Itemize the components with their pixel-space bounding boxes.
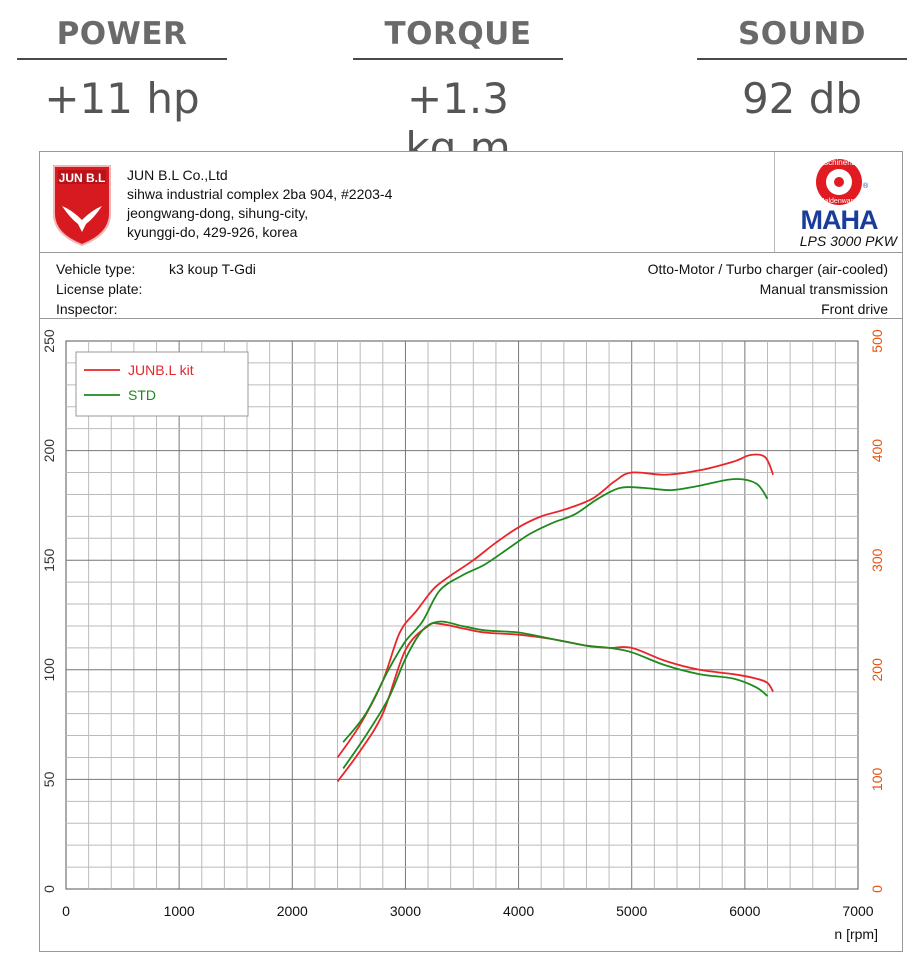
legend-label: JUNB.L kit [128,362,194,378]
x-tick-label: 0 [62,903,70,919]
stat-divider [17,58,227,60]
y-tick-label-left: 250 [41,329,57,353]
series-line-std-upper [342,478,769,743]
stat-divider [697,58,907,60]
stat-torque: TORQUE +1.3 kg.m [353,0,563,172]
x-tick-label: 2000 [277,903,308,919]
vehicle-type-value: k3 koup T-Gdi [169,261,256,277]
svg-text:®: ® [863,182,869,190]
stat-divider [353,58,563,60]
x-tick-label: 1000 [164,903,195,919]
series-line-junb-l-kit-upper [336,453,774,758]
x-tick-label: 5000 [616,903,647,919]
x-tick-label: 6000 [729,903,760,919]
maha-logo: Maschinenbau Haldenwang ® MAHA LPS 3000 … [774,152,903,252]
dyno-report: JUN B.L JUN B.L Co.,Ltd sihwa industrial… [39,151,903,952]
address-line: sihwa industrial complex 2ba 904, #2203-… [127,186,393,202]
maha-ring-bottom: Haldenwang [820,198,859,205]
maha-ring-top: Maschinenbau [813,158,865,167]
stat-label: POWER [56,16,188,52]
series-line-std-lower [342,620,769,769]
y-tick-label-right: 100 [869,768,885,792]
x-axis-label: n [rpm] [834,926,878,942]
legend-box [75,351,249,417]
maha-model: LPS 3000 PKW [799,233,897,249]
vehicle-info: Vehicle type: k3 koup T-Gdi License plate… [40,252,902,319]
maha-wordmark: MAHA [801,205,878,232]
x-tick-label: 4000 [503,903,534,919]
company-name: JUN B.L Co.,Ltd [127,167,228,183]
stat-value: +11 hp [44,74,200,123]
vehicle-type-label: Vehicle type: [56,261,136,277]
y-tick-label-right: 200 [869,658,885,682]
x-tick-label: 7000 [842,903,873,919]
y-tick-label-left: 100 [41,658,57,682]
stat-value: 92 db [741,74,863,123]
license-plate-label: License plate: [56,281,143,297]
y-tick-label-left: 0 [41,885,57,893]
junbl-logo: JUN B.L [48,162,116,247]
address-line: kyunggi-do, 429-926, korea [127,224,298,240]
y-tick-label-left: 200 [41,439,57,463]
stat-value: +1.3 kg.m [405,74,511,172]
y-tick-label-right: 500 [869,329,885,353]
engine-type: Otto-Motor / Turbo charger (air-cooled) [647,261,888,277]
plot-area [65,340,859,890]
address-line: jeongwang-dong, sihung-city, [127,205,309,221]
inspector-label: Inspector: [56,301,118,317]
y-tick-label-left: 150 [41,548,57,572]
y-tick-label-right: 300 [869,548,885,572]
y-tick-label-right: 0 [869,885,885,893]
legend-label: STD [128,387,156,403]
drive-type: Front drive [821,301,888,317]
company-address: JUN B.L Co.,Ltd sihwa industrial complex… [127,166,392,242]
x-tick-label: 3000 [390,903,421,919]
stat-label: SOUND [737,16,867,52]
y-tick-label-right: 400 [869,439,885,463]
stat-sound: SOUND 92 db [697,0,907,123]
stat-power: POWER +11 hp [17,0,227,123]
y-tick-label-left: 50 [41,771,57,787]
report-header: JUN B.L JUN B.L Co.,Ltd sihwa industrial… [40,152,902,253]
transmission: Manual transmission [759,281,888,297]
stat-label: TORQUE [384,16,532,52]
logo-text: JUN B.L [59,171,106,185]
